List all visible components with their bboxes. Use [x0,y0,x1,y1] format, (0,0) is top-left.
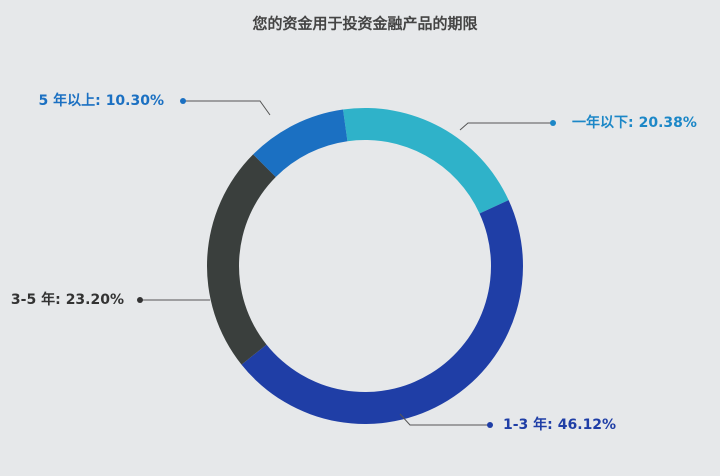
chart-title: 您的资金用于投资金融产品的期限 [251,15,477,33]
leader-line [183,100,271,116]
slice-category: 3-5 年: [11,291,61,308]
leader-dot [550,120,556,126]
donut-slice [253,109,348,178]
slice-label: 1-3 年: 46.12% [503,416,616,433]
slice-label: 5 年以上: 10.30% [38,92,164,109]
leader-dot [180,98,186,104]
donut-slice [207,154,276,365]
slice-category: 一年以下: [572,114,634,131]
slice-value: 23.20% [66,292,124,308]
slice-value: 10.30% [106,93,164,109]
leader-line [399,413,490,426]
leader-line [459,122,553,131]
slice-label: 一年以下: 20.38% [572,114,697,131]
slice-value: 20.38% [639,115,697,131]
slice-category: 1-3 年: [503,416,553,433]
leader-dot [137,297,143,303]
slice-label: 3-5 年: 23.20% [11,291,124,308]
donut-slice [343,107,509,214]
donut-slice [241,200,524,425]
leader-dot [487,422,493,428]
slice-category: 5 年以上: [38,92,100,109]
slice-value: 46.12% [558,417,616,433]
